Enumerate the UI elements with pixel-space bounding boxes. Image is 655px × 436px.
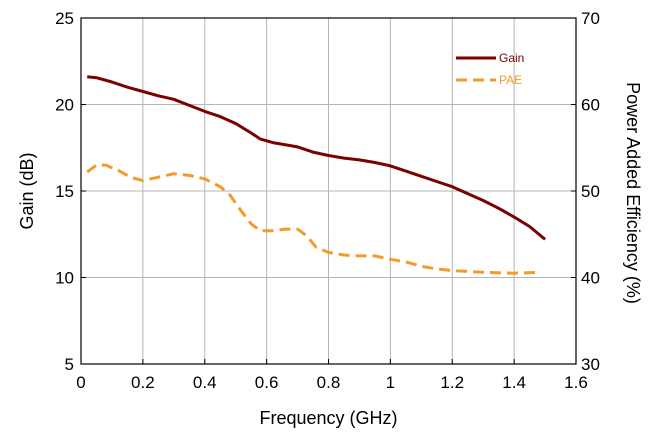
axis-ticks: 0 0.2 0.4 0.6 0.8 1 1.2 1.4 1.6 5 30 10 40 15 50 20 60 25… (55, 9, 600, 392)
y-tick-label: 25 (55, 9, 74, 28)
y-tick-label: 15 (55, 182, 74, 201)
legend: Gain PAE (456, 51, 524, 87)
x-tick-label: 1.6 (564, 373, 588, 392)
x-tick-label: 0 (76, 373, 85, 392)
x-tick-label: 1.4 (502, 373, 526, 392)
legend-label-pae: PAE (499, 73, 522, 87)
legend-label-gain: Gain (499, 51, 524, 65)
x-tick-label: 0.4 (193, 373, 217, 392)
y2-tick-label: 70 (581, 9, 600, 28)
series-line-pae (86, 163, 539, 275)
x-tick-label: 0.2 (131, 373, 155, 392)
series-line-gain (87, 75, 547, 241)
y2-tick-label: 30 (581, 355, 600, 374)
x-tick-label: 0.8 (317, 373, 341, 392)
y2-tick-label: 60 (581, 96, 600, 115)
x-tick-label: 0.6 (255, 373, 279, 392)
y2-axis-title: Power Added Efficiency (%) (623, 82, 643, 304)
x-axis-title: Frequency (GHz) (259, 408, 397, 428)
plot-series (86, 75, 547, 275)
y-tick-label: 20 (55, 96, 74, 115)
grid (81, 18, 576, 364)
y2-tick-label: 50 (581, 182, 600, 201)
y-tick-label: 10 (55, 269, 74, 288)
y2-tick-label: 40 (581, 269, 600, 288)
x-tick-label: 1.2 (440, 373, 464, 392)
y-tick-label: 5 (65, 355, 74, 374)
y-axis-title: Gain (dB) (17, 152, 37, 229)
x-tick-label: 1 (386, 373, 395, 392)
